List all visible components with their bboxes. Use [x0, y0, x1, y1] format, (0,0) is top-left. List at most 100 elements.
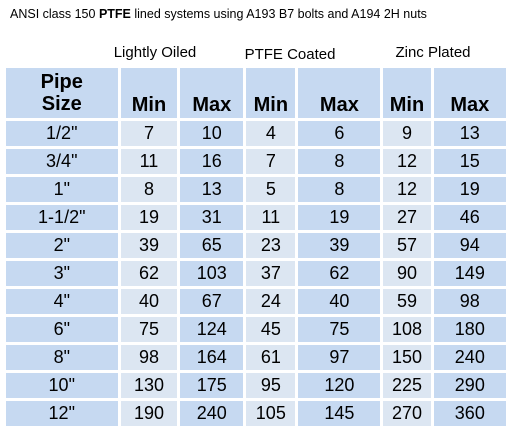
- pipe-size-cell: 8": [6, 345, 118, 370]
- lightly-oiled-min-cell: 40: [120, 289, 178, 314]
- ptfe-coated-max-cell: 62: [298, 261, 381, 286]
- zinc-plated-max-cell: 290: [433, 373, 506, 398]
- lightly-oiled-min-header: Min: [120, 68, 178, 118]
- zinc-plated-min-cell: 150: [383, 345, 431, 370]
- ptfe-coated-max-cell: 8: [298, 177, 381, 202]
- table-row: 12" 190 240 105 145 270 360: [6, 401, 506, 426]
- ptfe-coated-max-cell: 39: [298, 233, 381, 258]
- ptfe-coated-min-cell: 37: [246, 261, 296, 286]
- pipe-size-cell: 1": [6, 177, 118, 202]
- ptfe-coated-min-cell: 105: [246, 401, 296, 426]
- ptfe-coated-min-cell: 24: [246, 289, 296, 314]
- lightly-oiled-max-cell: 240: [180, 401, 244, 426]
- pipe-size-cell: 2": [6, 233, 118, 258]
- zinc-plated-min-cell: 90: [383, 261, 431, 286]
- lightly-oiled-max-cell: 175: [180, 373, 244, 398]
- ptfe-coated-min-cell: 61: [246, 345, 296, 370]
- table-row: 1/2" 7 10 4 6 9 13: [6, 121, 506, 146]
- title-prefix: ANSI class 150: [10, 7, 99, 21]
- ptfe-coated-max-cell: 120: [298, 373, 381, 398]
- lightly-oiled-max-cell: 16: [180, 149, 244, 174]
- zinc-plated-min-cell: 270: [383, 401, 431, 426]
- zinc-plated-max-cell: 19: [433, 177, 506, 202]
- zinc-plated-max-cell: 98: [433, 289, 506, 314]
- zinc-plated-min-cell: 57: [383, 233, 431, 258]
- ptfe-coated-min-cell: 23: [246, 233, 296, 258]
- pipe-size-cell: 3": [6, 261, 118, 286]
- zinc-plated-max-cell: 240: [433, 345, 506, 370]
- lightly-oiled-max-cell: 13: [180, 177, 244, 202]
- table-title: ANSI class 150 PTFE lined systems using …: [10, 6, 427, 22]
- zinc-plated-max-cell: 360: [433, 401, 506, 426]
- lightly-oiled-max-header: Max: [180, 68, 244, 118]
- pipe-size-cell: 10": [6, 373, 118, 398]
- ptfe-coated-min-cell: 45: [246, 317, 296, 342]
- table-row: 3" 62 103 37 62 90 149: [6, 261, 506, 286]
- table-row: 3/4" 11 16 7 8 12 15: [6, 149, 506, 174]
- zinc-plated-min-cell: 225: [383, 373, 431, 398]
- pipe-size-cell: 1/2": [6, 121, 118, 146]
- ptfe-coated-min-cell: 4: [246, 121, 296, 146]
- ptfe-coated-max-cell: 6: [298, 121, 381, 146]
- lightly-oiled-max-cell: 10: [180, 121, 244, 146]
- zinc-plated-max-cell: 15: [433, 149, 506, 174]
- table-row: 1-1/2" 19 31 11 19 27 46: [6, 205, 506, 230]
- table-row: 4" 40 67 24 40 59 98: [6, 289, 506, 314]
- zinc-plated-max-cell: 46: [433, 205, 506, 230]
- torque-table: Pipe Size Min Max Min Max Min Max 1/2" 7 10…: [3, 65, 509, 429]
- lightly-oiled-max-cell: 124: [180, 317, 244, 342]
- zinc-plated-min-cell: 12: [383, 177, 431, 202]
- zinc-plated-min-cell: 9: [383, 121, 431, 146]
- pipe-size-cell: 1-1/2": [6, 205, 118, 230]
- header-row: Pipe Size Min Max Min Max Min Max: [6, 68, 506, 118]
- zinc-plated-max-cell: 13: [433, 121, 506, 146]
- title-suffix: lined systems using A193 B7 bolts and A1…: [130, 7, 427, 21]
- pipe-size-cell: 3/4": [6, 149, 118, 174]
- group-lightly-oiled: Lightly Oiled: [113, 44, 197, 61]
- lightly-oiled-max-cell: 31: [180, 205, 244, 230]
- lightly-oiled-max-cell: 164: [180, 345, 244, 370]
- zinc-plated-min-cell: 108: [383, 317, 431, 342]
- lightly-oiled-min-cell: 8: [120, 177, 178, 202]
- lightly-oiled-min-cell: 75: [120, 317, 178, 342]
- group-zinc-plated: Zinc Plated: [395, 44, 471, 61]
- pipe-size-cell: 12": [6, 401, 118, 426]
- pipe-size-header: Pipe Size: [6, 68, 118, 118]
- lightly-oiled-min-cell: 19: [120, 205, 178, 230]
- ptfe-coated-min-cell: 7: [246, 149, 296, 174]
- pipe-size-cell: 4": [6, 289, 118, 314]
- pipe-size-cell: 6": [6, 317, 118, 342]
- lightly-oiled-min-cell: 98: [120, 345, 178, 370]
- lightly-oiled-max-cell: 103: [180, 261, 244, 286]
- zinc-plated-max-cell: 149: [433, 261, 506, 286]
- table-row: 6" 75 124 45 75 108 180: [6, 317, 506, 342]
- lightly-oiled-min-cell: 39: [120, 233, 178, 258]
- table-row: 8" 98 164 61 97 150 240: [6, 345, 506, 370]
- lightly-oiled-min-cell: 62: [120, 261, 178, 286]
- ptfe-coated-max-cell: 8: [298, 149, 381, 174]
- lightly-oiled-min-cell: 7: [120, 121, 178, 146]
- ptfe-coated-max-cell: 75: [298, 317, 381, 342]
- table-row: 1" 8 13 5 8 12 19: [6, 177, 506, 202]
- title-bold: PTFE: [98, 7, 131, 21]
- zinc-plated-max-cell: 94: [433, 233, 506, 258]
- zinc-plated-min-cell: 59: [383, 289, 431, 314]
- ptfe-coated-min-cell: 95: [246, 373, 296, 398]
- table-row: 2" 39 65 23 39 57 94: [6, 233, 506, 258]
- ptfe-coated-min-cell: 5: [246, 177, 296, 202]
- zinc-plated-min-cell: 27: [383, 205, 431, 230]
- ptfe-coated-max-cell: 145: [298, 401, 381, 426]
- lightly-oiled-min-cell: 130: [120, 373, 178, 398]
- lightly-oiled-min-cell: 11: [120, 149, 178, 174]
- zinc-plated-max-cell: 180: [433, 317, 506, 342]
- zinc-plated-min-header: Min: [383, 68, 431, 118]
- ptfe-coated-max-cell: 97: [298, 345, 381, 370]
- ptfe-coated-min-header: Min: [246, 68, 296, 118]
- ptfe-coated-min-cell: 11: [246, 205, 296, 230]
- ptfe-coated-max-cell: 40: [298, 289, 381, 314]
- lightly-oiled-min-cell: 190: [120, 401, 178, 426]
- ptfe-coated-max-cell: 19: [298, 205, 381, 230]
- lightly-oiled-max-cell: 67: [180, 289, 244, 314]
- lightly-oiled-max-cell: 65: [180, 233, 244, 258]
- zinc-plated-min-cell: 12: [383, 149, 431, 174]
